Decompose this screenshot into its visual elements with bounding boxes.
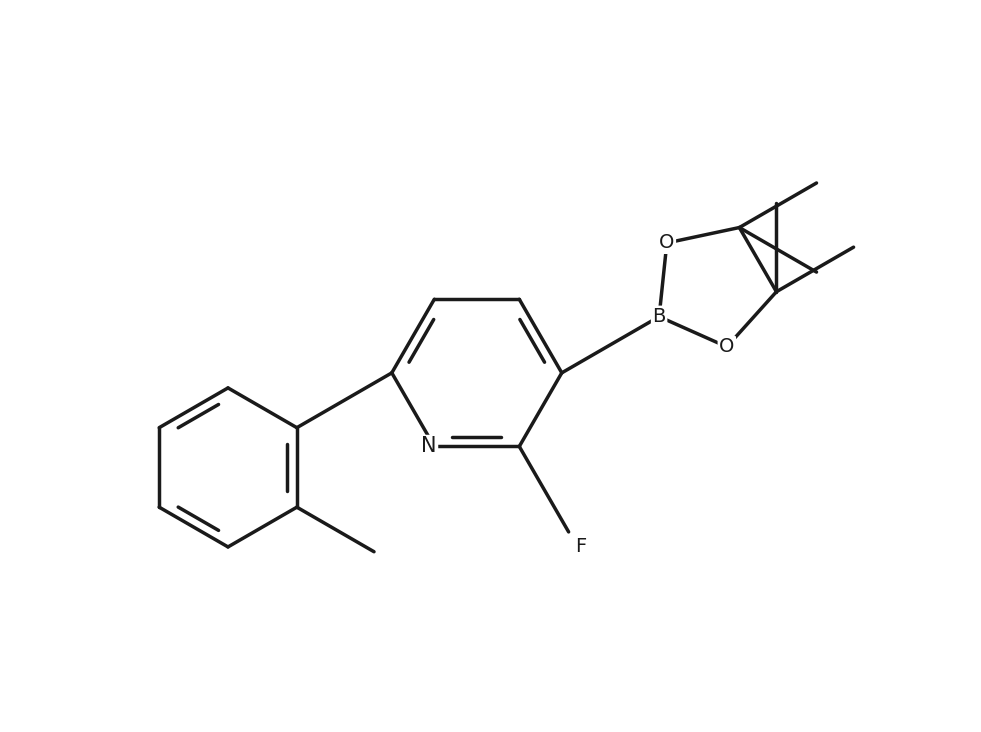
- Text: F: F: [576, 537, 587, 556]
- Text: B: B: [652, 307, 666, 326]
- Text: O: O: [659, 234, 675, 253]
- Text: N: N: [421, 436, 437, 457]
- Text: O: O: [719, 337, 735, 356]
